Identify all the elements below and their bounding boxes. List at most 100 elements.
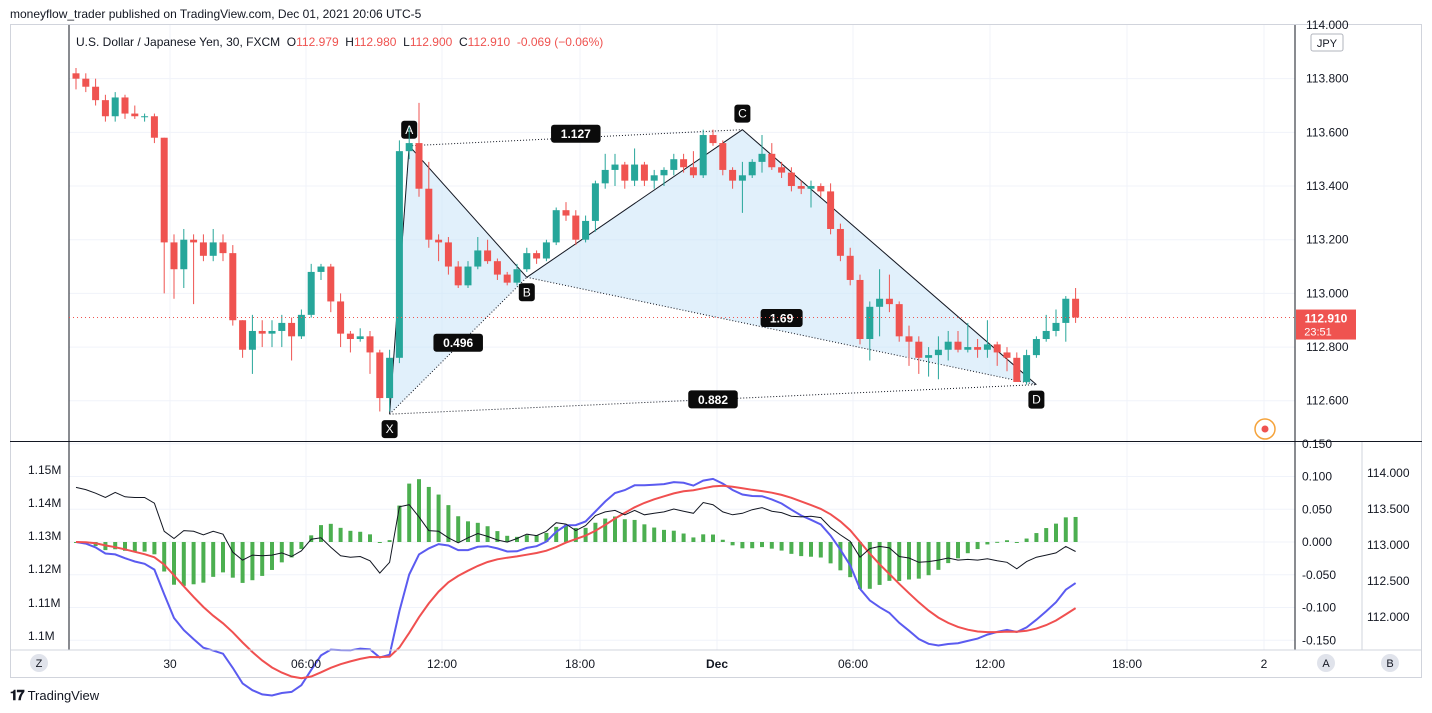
- price-tick-label: 113.200: [1306, 233, 1349, 247]
- candle-body: [866, 306, 874, 340]
- macd-histogram-bar: [720, 539, 725, 542]
- macd-histogram-bar: [397, 505, 402, 542]
- candle-body: [944, 341, 952, 350]
- time-tick-label: 06:00: [838, 657, 868, 671]
- macd-histogram-bar: [1014, 542, 1019, 543]
- candle-body: [582, 220, 590, 240]
- price-tick-label: 114.000: [1306, 18, 1349, 32]
- candle-body: [454, 266, 462, 286]
- macd-histogram-bar: [505, 535, 510, 542]
- macd-histogram-bar: [838, 542, 843, 571]
- published-line: moneyflow_trader published on TradingVie…: [10, 7, 422, 21]
- ratio-label: 1.127: [561, 127, 591, 141]
- candle-body: [268, 330, 276, 334]
- macd-histogram-bar: [740, 542, 745, 549]
- macd-histogram-bar: [769, 542, 774, 549]
- candle-body: [729, 169, 737, 181]
- left-scale-tick-label: 1.15M: [28, 463, 61, 477]
- candle-body: [768, 153, 776, 168]
- macd-histogram-bar: [1063, 517, 1068, 542]
- macd-tick-label: -0.150: [1302, 633, 1336, 647]
- macd-histogram-bar: [132, 542, 137, 552]
- candle-body: [631, 164, 639, 181]
- candle-body: [1052, 322, 1060, 331]
- candle-body: [464, 266, 472, 286]
- macd-histogram-bar: [1024, 538, 1029, 542]
- legend-close: 112.910: [467, 35, 511, 49]
- macd-histogram-bar: [652, 527, 657, 542]
- macd-histogram-bar: [289, 542, 294, 558]
- candle-body: [680, 159, 688, 168]
- macd-histogram-bar: [534, 535, 539, 542]
- time-tick-label: 06:00: [291, 657, 321, 671]
- candle-body: [797, 186, 805, 189]
- macd-histogram-bar: [544, 532, 549, 542]
- macd-histogram-bar: [309, 535, 314, 542]
- macd-histogram-bar: [221, 542, 225, 573]
- ratio-badge: [433, 333, 483, 352]
- candle-body: [229, 253, 237, 321]
- candle-body: [239, 320, 247, 350]
- scale-b-button-bg: [1381, 654, 1399, 672]
- macd-histogram-bar: [622, 519, 627, 542]
- macd-histogram-bar: [348, 530, 353, 542]
- candle-body: [640, 164, 648, 181]
- currency-badge-label: JPY: [1317, 38, 1338, 50]
- candle-body: [356, 336, 364, 340]
- footer[interactable]: 𝟏𝟕 TradingView: [10, 687, 99, 704]
- macd-histogram-bar: [1005, 540, 1009, 542]
- candle-body: [895, 304, 903, 337]
- candle-body: [474, 250, 482, 267]
- macd-histogram-bar: [613, 516, 617, 542]
- macd-histogram-bar: [671, 530, 676, 542]
- candles: [72, 67, 1080, 412]
- candle-body: [670, 159, 678, 170]
- candle-body: [552, 210, 560, 243]
- macd-histogram-bar: [760, 542, 764, 548]
- ratio-label: 0.882: [698, 393, 728, 407]
- left-scale-tick-label: 1.12M: [28, 562, 61, 576]
- legend-change: -0.069 (−0.06%): [516, 35, 604, 49]
- candle-body: [366, 336, 374, 353]
- candle-body: [719, 143, 727, 170]
- legend-open: 112.979: [296, 35, 339, 49]
- macd-histogram-bar: [691, 537, 696, 542]
- macd-tick-label: 0.100: [1302, 470, 1332, 484]
- macd-histogram-bar: [975, 542, 980, 550]
- candle-body: [817, 186, 825, 192]
- macd-histogram-bar: [730, 542, 735, 546]
- macd-histogram-bar: [965, 542, 970, 554]
- macd-histogram-bar: [603, 518, 608, 542]
- candle-body: [190, 239, 198, 243]
- legend-l-label: L: [403, 35, 410, 49]
- countdown-label: 23:51: [1304, 327, 1332, 339]
- candle-body: [983, 344, 991, 350]
- macd-histogram-bar: [368, 534, 372, 542]
- macd-histogram-bar: [1044, 528, 1049, 542]
- chart-frame: [10, 24, 1422, 678]
- price-tick-label: 112.600: [1306, 394, 1349, 408]
- candle-body: [297, 314, 305, 337]
- candle-body: [82, 78, 90, 87]
- pattern-point-badge: [734, 104, 751, 123]
- macd-histogram-bar: [985, 542, 990, 545]
- candle-body: [993, 344, 1001, 353]
- candle-body: [346, 333, 354, 340]
- price-tick-label: 112.800: [1306, 340, 1349, 354]
- macd-tick-label: 0.000: [1302, 535, 1332, 549]
- candle-body: [435, 239, 443, 243]
- candle-body: [846, 255, 854, 280]
- currency-badge: [1310, 33, 1344, 52]
- macd-histogram-bar: [338, 527, 343, 542]
- candle-body: [209, 242, 217, 256]
- macd-histogram-bar: [426, 486, 431, 542]
- macd-histogram-bar: [848, 542, 853, 578]
- macd-histogram-bar: [240, 542, 245, 583]
- macd-histogram-bar: [260, 542, 265, 576]
- time-tick-label: Dec: [706, 657, 728, 671]
- candle-body: [131, 113, 139, 117]
- macd-histogram-bar: [279, 542, 284, 563]
- signal-line: [75, 484, 1077, 680]
- ratio-label: 0.496: [443, 336, 473, 350]
